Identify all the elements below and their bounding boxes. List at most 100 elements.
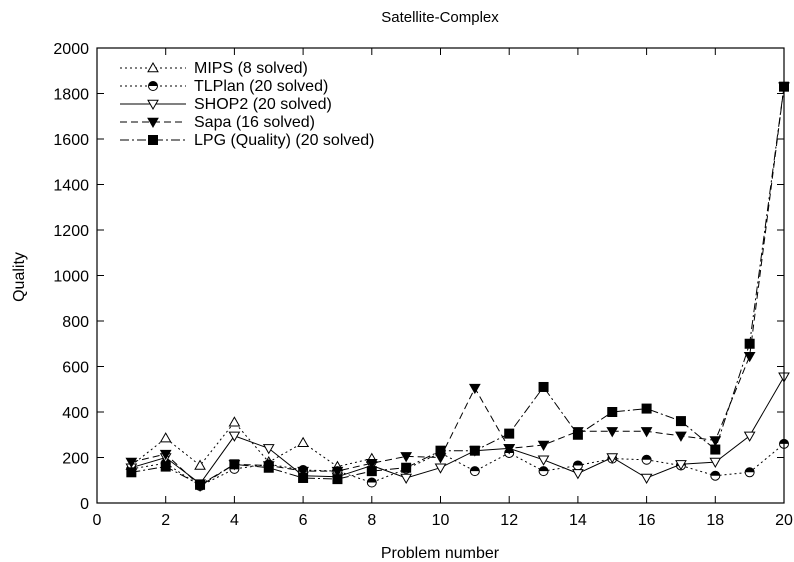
- data-point: [435, 445, 446, 456]
- x-tick-label: 10: [432, 512, 450, 529]
- data-point: [332, 474, 343, 485]
- data-point: [400, 473, 413, 484]
- y-tick-label: 400: [62, 405, 89, 422]
- legend-label: LPG (Quality) (20 solved): [194, 132, 375, 149]
- data-point: [572, 429, 583, 440]
- data-point: [401, 462, 412, 473]
- x-tick-label: 20: [775, 512, 793, 529]
- data-point: [537, 455, 550, 466]
- data-point: [537, 440, 550, 451]
- series-2: [125, 372, 790, 490]
- legend-label: SHOP2 (20 solved): [194, 96, 332, 113]
- series-line: [131, 376, 785, 485]
- data-point: [160, 461, 171, 472]
- data-point: [744, 338, 755, 349]
- data-point: [572, 469, 584, 480]
- data-point: [298, 472, 309, 483]
- y-tick-label: 1800: [53, 87, 89, 104]
- series-line: [131, 86, 785, 487]
- legend-item: SHOP2 (20 solved): [120, 96, 332, 113]
- data-point: [400, 452, 413, 463]
- data-point: [228, 416, 241, 427]
- x-tick-label: 0: [93, 512, 102, 529]
- y-tick-label: 200: [62, 451, 89, 468]
- data-point: [572, 460, 583, 471]
- legend-marker: [147, 61, 159, 73]
- data-point: [538, 466, 549, 477]
- data-point: [710, 444, 721, 455]
- data-point: [743, 431, 756, 442]
- legend-marker: [148, 81, 158, 91]
- plot-frame: [96, 47, 785, 504]
- series-4: [126, 81, 789, 490]
- marker-half-fill: [745, 467, 755, 473]
- marker-half-fill: [470, 466, 480, 472]
- legend-item: MIPS (8 solved): [120, 60, 308, 77]
- data-point: [229, 459, 240, 470]
- data-point: [468, 383, 481, 395]
- series-line: [131, 86, 785, 486]
- data-point: [297, 436, 309, 447]
- data-point: [504, 428, 515, 439]
- data-point: [365, 458, 378, 470]
- data-point: [744, 467, 755, 478]
- x-tick-label: 8: [367, 512, 376, 529]
- x-axis-title: Problem number: [381, 545, 500, 562]
- data-point: [159, 449, 172, 461]
- y-tick-label: 1000: [53, 269, 89, 286]
- data-point: [675, 431, 687, 442]
- x-tick-label: 16: [638, 512, 656, 529]
- data-point: [710, 470, 721, 481]
- data-point: [194, 459, 206, 470]
- y-tick-label: 1200: [53, 223, 89, 240]
- data-point: [709, 457, 722, 469]
- data-point: [262, 444, 275, 455]
- x-tick-label: 14: [569, 512, 587, 529]
- x-tick-label: 12: [500, 512, 518, 529]
- y-tick-label: 1400: [53, 178, 89, 195]
- axis-ticks: 0 2 4 6 8 10 12 14 16 18 2002004006008001000120014…: [53, 41, 793, 529]
- data-point: [469, 466, 480, 477]
- data-point: [640, 427, 653, 438]
- data-point: [675, 416, 686, 427]
- data-point: [538, 381, 549, 392]
- legend-label: MIPS (8 solved): [194, 60, 308, 77]
- x-tick-label: 18: [706, 512, 724, 529]
- legend-marker: [147, 117, 159, 129]
- data-series: [125, 81, 790, 492]
- y-tick-label: 800: [62, 314, 89, 331]
- data-point: [743, 352, 756, 363]
- data-point: [469, 445, 480, 456]
- data-point: [159, 432, 172, 443]
- legend-marker: [147, 99, 159, 111]
- legend-label: Sapa (16 solved): [194, 114, 315, 131]
- chart-title: Satellite-Complex: [381, 9, 499, 26]
- x-tick-label: 4: [230, 512, 239, 529]
- series-line: [130, 421, 372, 468]
- data-point: [366, 477, 377, 488]
- data-point: [263, 462, 274, 473]
- marker-half-fill: [710, 471, 720, 476]
- data-point: [195, 479, 206, 490]
- legend-item: LPG (Quality) (20 solved): [120, 132, 375, 149]
- data-point: [125, 457, 138, 469]
- data-point: [297, 466, 309, 478]
- legend-item: TLPlan (20 solved): [120, 78, 328, 95]
- series-line: [131, 443, 785, 487]
- marker-half-fill: [539, 466, 549, 472]
- y-axis-title: Quality: [11, 252, 28, 302]
- y-tick-label: 600: [62, 360, 89, 377]
- marker-half-fill: [642, 455, 652, 460]
- legend-item: Sapa (16 solved): [120, 114, 315, 131]
- x-tick-label: 6: [299, 512, 308, 529]
- marker-half-fill: [367, 478, 377, 483]
- y-tick-label: 0: [80, 496, 89, 513]
- data-point: [675, 460, 687, 471]
- data-point: [228, 431, 241, 442]
- y-tick-label: 1600: [53, 132, 89, 149]
- data-point: [126, 467, 137, 478]
- data-point: [640, 473, 653, 484]
- data-point: [434, 463, 447, 474]
- legend-marker: [148, 135, 158, 145]
